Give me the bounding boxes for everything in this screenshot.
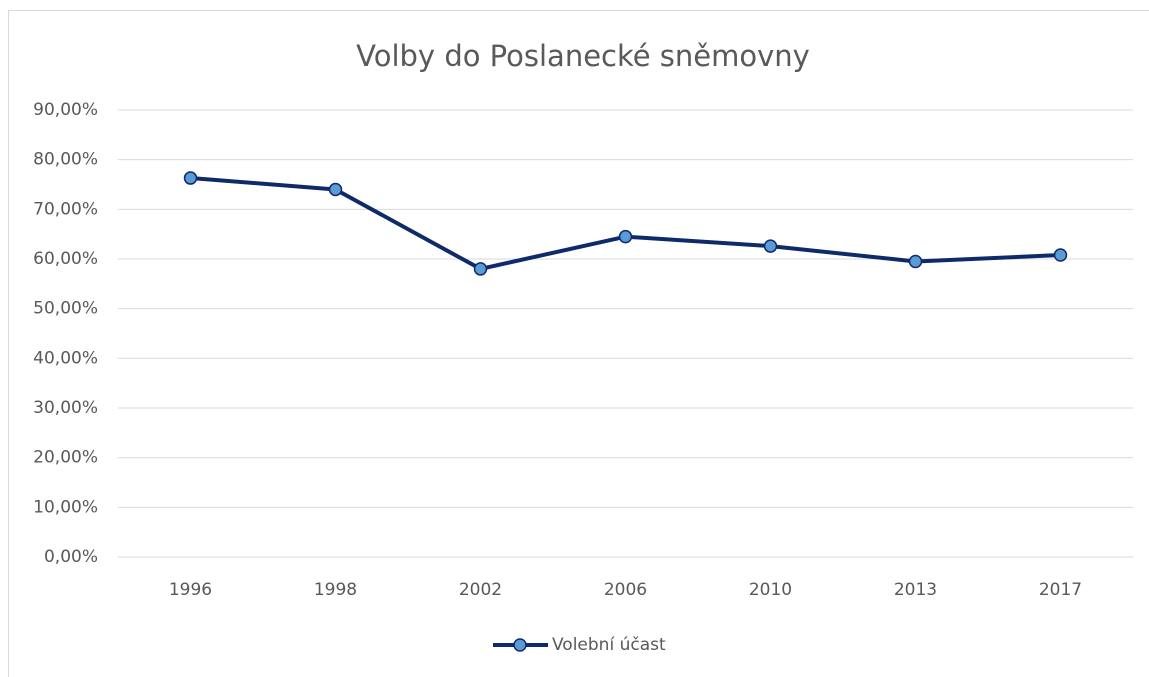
x-tick-label: 2006: [604, 580, 647, 600]
data-point: [908, 254, 923, 269]
x-tick-label: 1998: [314, 580, 357, 600]
legend-marker: [513, 638, 527, 652]
y-tick-label: 20,00%: [33, 448, 98, 468]
chart-title: Volby do Poslanecké sněmovny: [356, 39, 810, 73]
x-tick-label: 1996: [169, 580, 212, 600]
x-tick-label: 2017: [1039, 580, 1082, 600]
legend-label: Volební účast: [552, 635, 666, 655]
y-tick-label: 40,00%: [33, 348, 98, 368]
y-tick-label: 10,00%: [33, 497, 98, 517]
chart-frame: [8, 10, 1149, 677]
data-point: [618, 229, 633, 244]
x-tick-label: 2002: [459, 580, 502, 600]
data-point: [328, 182, 343, 197]
x-tick-label: 2010: [749, 580, 792, 600]
data-point: [763, 239, 778, 253]
y-tick-label: 50,00%: [33, 299, 98, 319]
x-tick-label: 2013: [894, 580, 937, 600]
y-tick-label: 60,00%: [33, 249, 98, 269]
y-tick-label: 0,00%: [44, 547, 98, 567]
y-tick-label: 90,00%: [33, 100, 98, 120]
data-point: [1053, 248, 1068, 262]
data-point: [183, 171, 198, 185]
data-point: [473, 262, 488, 276]
y-tick-label: 30,00%: [33, 398, 98, 418]
series-line: [190, 176, 1061, 271]
y-tick-label: 70,00%: [33, 199, 98, 219]
y-tick-label: 80,00%: [33, 150, 98, 170]
